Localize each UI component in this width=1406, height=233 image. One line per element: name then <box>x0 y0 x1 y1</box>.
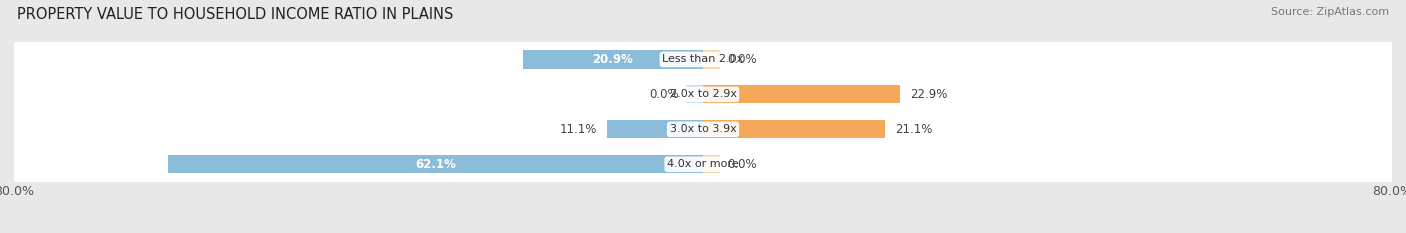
Text: 0.0%: 0.0% <box>727 158 756 171</box>
Bar <box>703 50 720 69</box>
FancyBboxPatch shape <box>14 27 1392 92</box>
Text: Source: ZipAtlas.com: Source: ZipAtlas.com <box>1271 7 1389 17</box>
Text: 2.0x to 2.9x: 2.0x to 2.9x <box>669 89 737 99</box>
Bar <box>523 50 703 69</box>
Bar <box>703 155 720 173</box>
Text: 20.9%: 20.9% <box>592 53 634 66</box>
Text: 0.0%: 0.0% <box>727 53 756 66</box>
Text: 62.1%: 62.1% <box>415 158 456 171</box>
FancyBboxPatch shape <box>14 62 1392 127</box>
FancyBboxPatch shape <box>14 96 1392 162</box>
Bar <box>169 155 703 173</box>
Text: 21.1%: 21.1% <box>896 123 932 136</box>
Text: 22.9%: 22.9% <box>911 88 948 101</box>
Bar <box>703 120 884 138</box>
Text: PROPERTY VALUE TO HOUSEHOLD INCOME RATIO IN PLAINS: PROPERTY VALUE TO HOUSEHOLD INCOME RATIO… <box>17 7 453 22</box>
Text: 11.1%: 11.1% <box>560 123 598 136</box>
Bar <box>607 120 703 138</box>
Bar <box>686 85 703 103</box>
Text: Less than 2.0x: Less than 2.0x <box>662 55 744 64</box>
FancyBboxPatch shape <box>14 131 1392 197</box>
Text: 3.0x to 3.9x: 3.0x to 3.9x <box>669 124 737 134</box>
Bar <box>703 85 900 103</box>
Text: 0.0%: 0.0% <box>650 88 679 101</box>
Text: 4.0x or more: 4.0x or more <box>668 159 738 169</box>
